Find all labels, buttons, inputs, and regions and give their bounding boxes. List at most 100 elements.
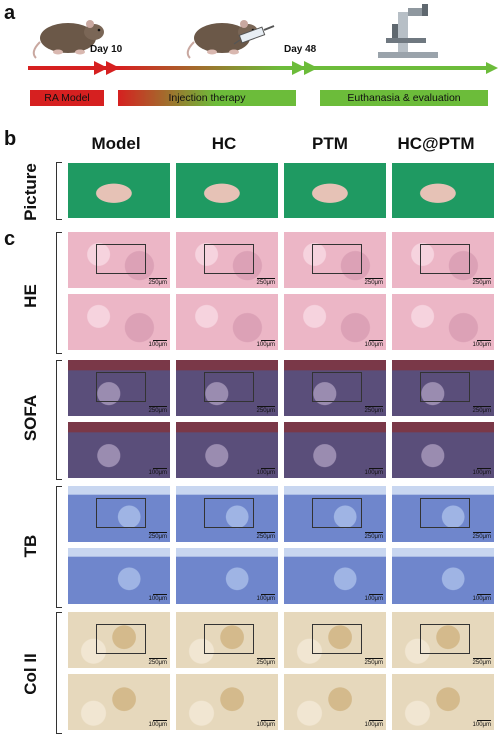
paw-photo (392, 163, 494, 218)
scale-bar: 100μm (473, 594, 491, 602)
region-of-interest-box (204, 498, 254, 528)
scale-bar-label: 100μm (472, 342, 491, 348)
scale-bar-label: 100μm (364, 342, 383, 348)
he-low-mag-image: 250μm (176, 232, 278, 288)
scale-bar: 100μm (473, 468, 491, 476)
sofa-low-mag-image: 250μm (284, 360, 386, 416)
col2-low-mag-image: 250μm (284, 612, 386, 668)
stage-euthanasia-evaluation: Euthanasia & evaluation (320, 90, 488, 106)
scale-bar: 100μm (149, 468, 167, 476)
scale-bar: 100μm (149, 340, 167, 348)
scale-bar: 250μm (365, 278, 383, 286)
scale-bar: 100μm (365, 340, 383, 348)
timeline-day-10: Day 10 (90, 44, 123, 55)
scale-bar-label: 100μm (148, 722, 167, 728)
scale-bar: 250μm (257, 278, 275, 286)
scale-bar-label: 250μm (364, 280, 383, 286)
row-label-picture: Picture (21, 163, 40, 221)
col2-high-mag-image: 100μm (176, 674, 278, 730)
scale-bar: 250μm (149, 532, 167, 540)
scale-bar-label: 250μm (256, 280, 275, 286)
scale-bar: 100μm (257, 594, 275, 602)
tb-high-mag-image: 100μm (176, 548, 278, 604)
he-high-mag-image: 100μm (176, 294, 278, 350)
scale-bar: 100μm (365, 594, 383, 602)
scale-bar-label: 100μm (364, 596, 383, 602)
scale-bar-label: 100μm (148, 342, 167, 348)
column-header-model: Model (91, 134, 141, 153)
scale-bar: 250μm (473, 658, 491, 666)
he-low-mag-image: 250μm (392, 232, 494, 288)
column-header-hc: HC (211, 134, 237, 153)
scale-bar: 250μm (473, 406, 491, 414)
region-of-interest-box (96, 244, 146, 274)
scale-bar-label: 250μm (472, 408, 491, 414)
row-bracket (56, 232, 62, 354)
tb-high-mag-image: 100μm (284, 548, 386, 604)
scale-bar-label: 250μm (472, 660, 491, 666)
rat-icon (32, 20, 104, 59)
scale-bar-label: 100μm (148, 596, 167, 602)
he-low-mag-image: 250μm (68, 232, 170, 288)
scale-bar: 250μm (365, 658, 383, 666)
region-of-interest-box (312, 498, 362, 528)
sofa-low-mag-image: 250μm (176, 360, 278, 416)
paw-photo (284, 163, 386, 218)
scale-bar-label: 250μm (364, 534, 383, 540)
row-bracket (56, 360, 62, 480)
scale-bar-label: 100μm (472, 596, 491, 602)
scale-bar: 100μm (473, 340, 491, 348)
region-of-interest-box (420, 244, 470, 274)
tb-low-mag-image: 250μm (68, 486, 170, 542)
sofa-high-mag-image: 100μm (68, 422, 170, 478)
region-of-interest-box (312, 624, 362, 654)
he-high-mag-image: 100μm (284, 294, 386, 350)
region-of-interest-box (312, 372, 362, 402)
sofa-low-mag-image: 250μm (68, 360, 170, 416)
scale-bar: 250μm (149, 278, 167, 286)
he-high-mag-image: 100μm (68, 294, 170, 350)
paw-photo (68, 163, 170, 218)
region-of-interest-box (312, 244, 362, 274)
scale-bar-label: 100μm (256, 342, 275, 348)
he-high-mag-image: 100μm (392, 294, 494, 350)
column-header-ptm: PTM (312, 134, 348, 153)
col2-high-mag-image: 100μm (284, 674, 386, 730)
region-of-interest-box (96, 498, 146, 528)
scale-bar: 100μm (257, 340, 275, 348)
scale-bar: 100μm (149, 594, 167, 602)
sofa-low-mag-image: 250μm (392, 360, 494, 416)
stage-ra-model: RA Model (30, 90, 104, 106)
scale-bar: 100μm (365, 468, 383, 476)
scale-bar: 250μm (365, 532, 383, 540)
scale-bar-label: 250μm (256, 660, 275, 666)
scale-bar: 250μm (257, 406, 275, 414)
syringe-icon (233, 25, 275, 45)
row-bracket (56, 612, 62, 734)
scale-bar-label: 250μm (256, 408, 275, 414)
scale-bar-label: 250μm (364, 660, 383, 666)
tb-high-mag-image: 100μm (392, 548, 494, 604)
scale-bar-label: 250μm (148, 534, 167, 540)
sofa-high-mag-image: 100μm (284, 422, 386, 478)
col2-low-mag-image: 250μm (176, 612, 278, 668)
scale-bar: 250μm (149, 406, 167, 414)
scale-bar-label: 250μm (472, 534, 491, 540)
region-of-interest-box (204, 372, 254, 402)
column-header-hc-ptm: HC@PTM (397, 134, 475, 153)
he-low-mag-image: 250μm (284, 232, 386, 288)
tb-low-mag-image: 250μm (176, 486, 278, 542)
region-of-interest-box (204, 624, 254, 654)
tb-high-mag-image: 100μm (68, 548, 170, 604)
col2-high-mag-image: 100μm (392, 674, 494, 730)
panel-letter-b: b (4, 128, 17, 150)
scale-bar-label: 100μm (148, 470, 167, 476)
row-bracket (56, 486, 62, 608)
row-label-col-ii: Col II (21, 653, 40, 695)
scale-bar-label: 100μm (472, 470, 491, 476)
row-label-tb: TB (21, 534, 40, 558)
scale-bar-label: 250μm (256, 534, 275, 540)
region-of-interest-box (420, 372, 470, 402)
scale-bar: 250μm (257, 658, 275, 666)
scale-bar-label: 250μm (148, 408, 167, 414)
